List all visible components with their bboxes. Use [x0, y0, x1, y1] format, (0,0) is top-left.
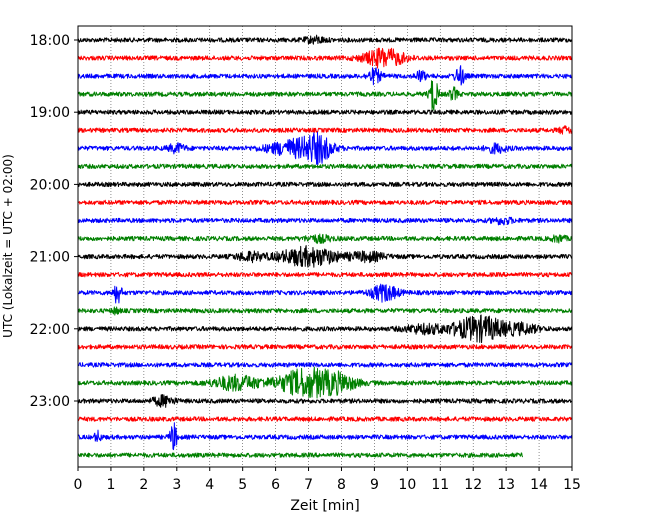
trace-2245: [77, 366, 573, 399]
trace-2345: [77, 452, 524, 458]
trace-2100: [77, 245, 573, 268]
x-tick-label-5: 5: [238, 477, 247, 493]
x-tick-label-12: 12: [464, 477, 482, 493]
trace-2145: [77, 306, 573, 316]
trace-1830: [77, 65, 573, 86]
trace-group: [77, 34, 573, 458]
x-tick-label-10: 10: [398, 477, 416, 493]
x-tick-label-13: 13: [497, 477, 515, 493]
trace-2315: [77, 416, 573, 422]
trace-2300: [77, 394, 573, 408]
y-tick-label-23:00: 23:00: [30, 394, 70, 410]
trace-1815: [77, 47, 573, 69]
trace-2115: [77, 271, 573, 278]
x-tick-label-7: 7: [304, 477, 313, 493]
trace-2230: [77, 362, 573, 368]
x-tick-label-8: 8: [337, 477, 346, 493]
x-axis-ticks: 0 1 2 3 4 5 6 7 8 9 10 11 12 13 14 15: [74, 467, 581, 493]
y-axis-ticks: 18:00 19:00 20:00 21:00 22:00 23:00: [30, 33, 78, 410]
plot-frame: [77, 25, 573, 468]
trace-2215: [77, 344, 573, 350]
x-axis-label: Zeit [min]: [290, 498, 359, 514]
trace-1845: [77, 80, 573, 111]
trace-1915: [77, 125, 573, 135]
y-tick-label-21:00: 21:00: [30, 250, 70, 266]
trace-2200: [77, 314, 573, 344]
trace-2030: [77, 216, 573, 226]
x-tick-label-3: 3: [172, 477, 181, 493]
trace-2045: [77, 233, 573, 245]
trace-2015: [77, 199, 573, 206]
x-tick-label-11: 11: [431, 477, 449, 493]
x-tick-label-9: 9: [370, 477, 379, 493]
x-tick-label-2: 2: [139, 477, 148, 493]
x-tick-label-4: 4: [205, 477, 214, 493]
y-tick-label-20:00: 20:00: [30, 177, 70, 193]
trace-1945: [77, 163, 573, 170]
x-tick-label-1: 1: [106, 477, 115, 493]
trace-1800: [77, 34, 573, 45]
trace-2130: [77, 283, 573, 304]
trace-2000: [77, 181, 573, 188]
y-tick-label-19:00: 19:00: [30, 105, 70, 121]
x-tick-label-14: 14: [530, 477, 548, 493]
trace-1930: [77, 131, 573, 165]
trace-2330: [77, 422, 573, 451]
x-tick-label-15: 15: [563, 477, 581, 493]
plot-area: [78, 26, 572, 467]
trace-1900: [77, 109, 573, 115]
y-tick-label-22:00: 22:00: [30, 322, 70, 338]
y-axis-label: UTC (Lokalzeit = UTC + 02:00): [1, 154, 15, 338]
y-tick-label-18:00: 18:00: [30, 33, 70, 49]
x-tick-label-6: 6: [271, 477, 280, 493]
x-tick-label-0: 0: [74, 477, 83, 493]
